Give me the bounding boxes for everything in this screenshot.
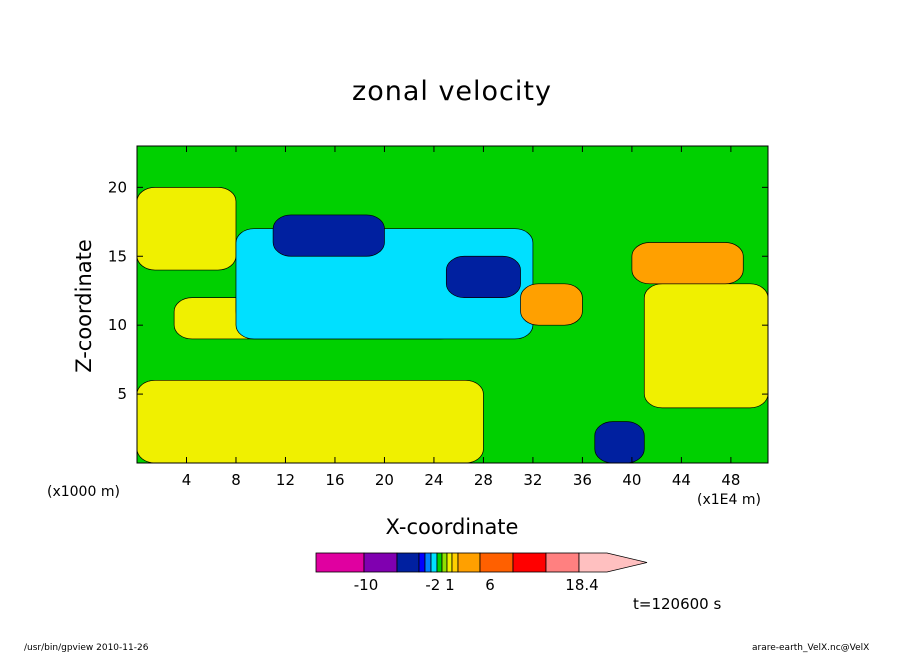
x-ticks: 4 8 12 16 20 24 28 32 36 40 44 48 (182, 146, 740, 489)
x-axis-label: X-coordinate (385, 515, 519, 539)
x-tick-label: 20 (375, 471, 394, 489)
heat-region-blue (594, 421, 645, 463)
colorbar-arrow (578, 552, 648, 573)
footer-left: /usr/bin/gpview 2010-11-26 (24, 643, 149, 653)
x-tick-label: 8 (231, 471, 241, 489)
y-tick-label: 10 (108, 316, 127, 334)
heat-region-yellow (137, 379, 484, 463)
colorbar-swatch (446, 552, 453, 573)
y-tick-label: 15 (108, 247, 127, 265)
heat-region-blue (272, 214, 385, 257)
colorbar-swatch (424, 552, 432, 573)
heat-region-orange (520, 283, 583, 326)
colorbar-swatch (479, 552, 514, 573)
x-tick-label: 28 (474, 471, 493, 489)
colorbar-swatch (418, 552, 426, 573)
x-tick-label: 36 (573, 471, 592, 489)
x-tick-label: 24 (424, 471, 443, 489)
colorbar-swatch (441, 552, 448, 573)
colorbar-swatch (396, 552, 420, 573)
x-tick-label: 44 (672, 471, 691, 489)
colorbar-label: -10 (354, 576, 379, 594)
colorbar-swatch (430, 552, 438, 573)
colorbar-swatch (315, 552, 365, 573)
x-tick-label: 16 (325, 471, 344, 489)
colorbar-swatch (451, 552, 459, 573)
x-unit-left: (x1000 m) (47, 484, 120, 500)
y-ticks: 5 10 15 20 (108, 178, 768, 403)
x-tick-label: 12 (276, 471, 295, 489)
x-tick-label: 32 (523, 471, 542, 489)
heat-region-orange (631, 242, 744, 285)
colorbar-swatch (363, 552, 398, 573)
time-label: t=120600 s (633, 595, 722, 613)
heat-region-blue (445, 255, 521, 298)
colorbar-swatch (457, 552, 481, 573)
footer-right: arare-earth_VelX.nc@VelX (752, 643, 870, 653)
colorbar-swatch (545, 552, 580, 573)
y-tick-label: 5 (117, 385, 127, 403)
heat-region-yellow (643, 283, 768, 409)
y-tick-label: 20 (108, 178, 127, 196)
x-tick-label: 48 (721, 471, 740, 489)
heat-region-yellow (137, 187, 237, 271)
heatmap-area (137, 146, 768, 463)
colorbar-label: 18.4 (565, 576, 598, 594)
colorbar-swatch (436, 552, 443, 573)
plot-frame (136, 145, 769, 464)
x-unit-right: (x1E4 m) (697, 492, 761, 508)
chart-title: zonal velocity (352, 76, 552, 107)
colorbar-label: -2 1 (425, 576, 454, 594)
colorbar-swatch (512, 552, 547, 573)
colorbar: -10 -2 1 6 18.4 (315, 552, 648, 594)
x-tick-label: 4 (182, 471, 192, 489)
x-tick-label: 40 (622, 471, 641, 489)
colorbar-label: 6 (485, 576, 495, 594)
